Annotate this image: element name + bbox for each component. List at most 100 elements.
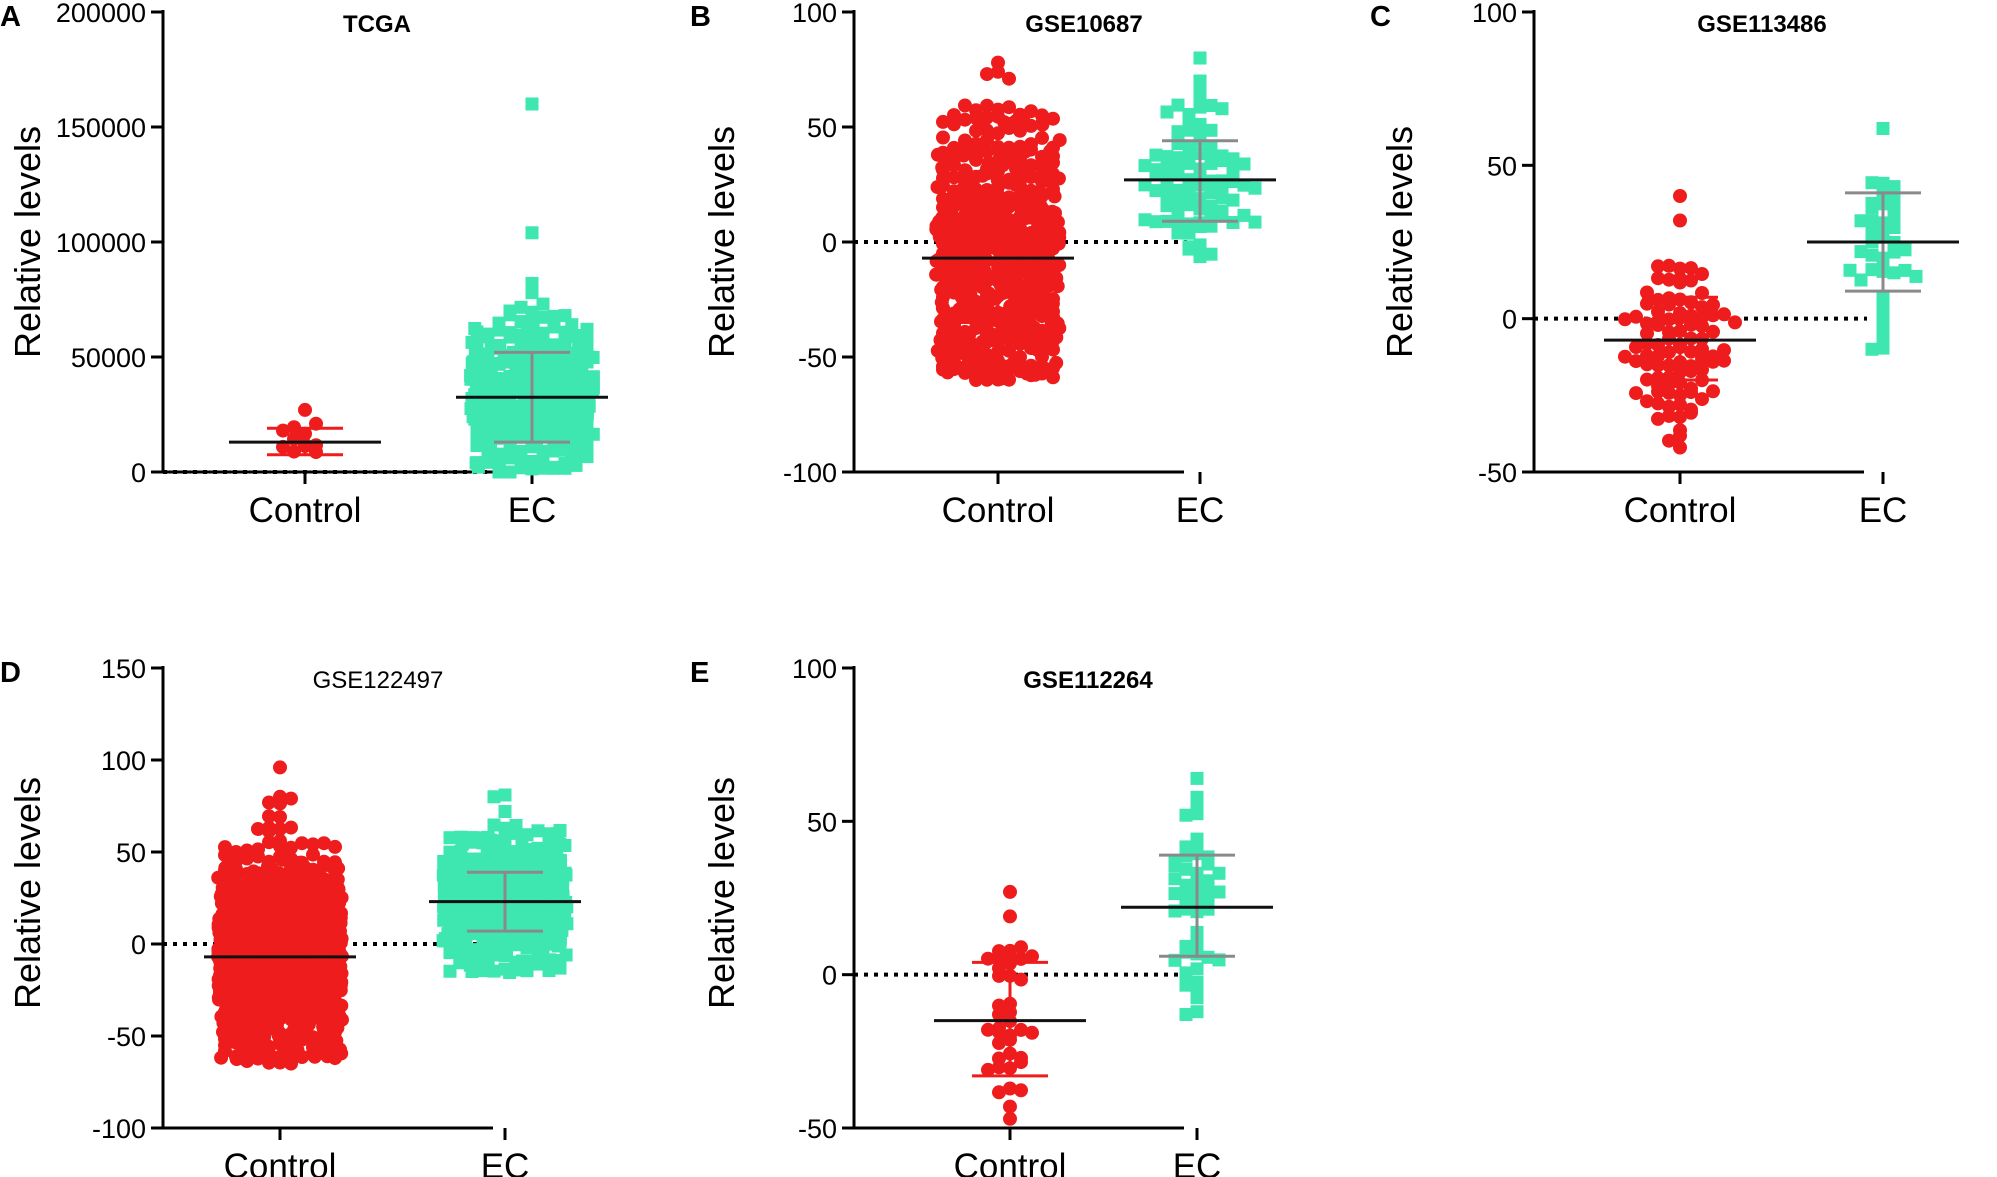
data-point	[1168, 856, 1182, 870]
data-point	[1640, 348, 1654, 363]
data-point	[497, 384, 510, 398]
data-point	[1651, 271, 1665, 286]
data-point	[1003, 1081, 1017, 1096]
data-point	[301, 875, 316, 889]
y-tick-label: -50	[798, 1114, 837, 1144]
data-point	[551, 827, 565, 840]
x-tick-label-control: Control	[942, 491, 1055, 530]
data-point	[1226, 193, 1240, 207]
y-tick-label: -50	[798, 343, 837, 373]
data-point	[277, 872, 292, 886]
data-point	[498, 449, 512, 463]
data-point	[331, 883, 346, 898]
data-point	[1009, 161, 1023, 176]
data-point	[1171, 125, 1185, 139]
data-point	[1673, 271, 1687, 286]
data-point	[969, 373, 983, 387]
data-point	[1909, 269, 1923, 283]
series-control	[211, 760, 349, 1071]
data-point	[547, 309, 561, 323]
data-point	[1160, 105, 1174, 119]
data-point	[1002, 372, 1016, 387]
data-point	[492, 465, 506, 479]
data-point	[1204, 156, 1218, 170]
data-point	[525, 97, 539, 111]
data-point	[275, 852, 290, 867]
data-point	[935, 351, 950, 365]
y-tick-label: 50	[116, 838, 146, 868]
data-point	[964, 336, 979, 351]
data-point	[991, 328, 1006, 343]
data-point	[1673, 388, 1687, 403]
data-point	[1640, 316, 1654, 331]
data-point	[526, 459, 540, 473]
data-point	[495, 427, 509, 441]
data-point	[1684, 344, 1698, 359]
data-point	[992, 1051, 1006, 1066]
y-tick-label: 100	[792, 654, 837, 684]
data-point	[1887, 180, 1901, 194]
data-point	[1662, 272, 1676, 287]
data-point	[484, 442, 498, 456]
data-point	[1138, 159, 1152, 173]
x-tick-label-ec: EC	[1176, 491, 1225, 530]
data-point	[1190, 1005, 1204, 1019]
data-point	[443, 831, 457, 845]
data-point	[263, 969, 278, 984]
data-point	[1865, 201, 1879, 215]
data-point	[947, 117, 961, 132]
data-point	[947, 170, 961, 185]
data-point	[1651, 349, 1665, 364]
data-point	[1201, 850, 1215, 864]
data-point	[1865, 342, 1879, 356]
data-point	[251, 849, 265, 864]
data-point	[1003, 299, 1018, 314]
y-tick-label: 200000	[56, 0, 146, 28]
data-point	[1005, 356, 1020, 371]
data-point	[1016, 110, 1031, 125]
data-point	[1212, 866, 1226, 880]
data-point	[964, 234, 979, 249]
data-point	[1190, 771, 1204, 785]
data-point	[1876, 302, 1890, 316]
data-point	[1171, 192, 1185, 206]
data-point	[450, 848, 464, 862]
y-tick-label: 0	[1502, 305, 1517, 335]
panel-letter-e: E	[690, 657, 709, 689]
data-point	[1182, 242, 1196, 256]
data-point	[1149, 184, 1163, 198]
data-point	[451, 936, 465, 950]
data-point	[1149, 215, 1163, 229]
data-point	[1865, 214, 1879, 228]
data-point	[1149, 167, 1163, 181]
data-point	[1179, 939, 1193, 953]
data-point	[1190, 807, 1204, 821]
data-point	[569, 458, 583, 472]
data-point	[472, 347, 486, 361]
data-point	[984, 368, 999, 382]
data-point	[1717, 307, 1731, 322]
x-tick-label-control: Control	[224, 1147, 337, 1177]
data-point	[498, 838, 512, 852]
data-point	[1003, 884, 1017, 899]
data-point	[273, 839, 287, 854]
data-point	[1651, 304, 1665, 319]
data-point	[957, 193, 972, 208]
data-point	[963, 287, 978, 302]
data-point	[262, 835, 276, 850]
data-point	[453, 955, 467, 969]
data-point	[1182, 226, 1196, 240]
panel-e: E GSE112264 Relative levels -50 0 50 100 Contro…	[690, 654, 1273, 1177]
data-point	[1168, 887, 1182, 901]
data-point	[547, 411, 561, 425]
data-point	[525, 286, 539, 300]
data-point	[309, 1037, 324, 1052]
data-point	[525, 339, 539, 353]
data-point	[1662, 345, 1676, 360]
data-point	[1684, 331, 1698, 346]
y-axis-label: Relative levels	[7, 777, 48, 1009]
data-point	[493, 340, 507, 354]
data-point	[974, 115, 989, 130]
data-point	[1662, 358, 1676, 373]
data-point	[1190, 962, 1204, 976]
